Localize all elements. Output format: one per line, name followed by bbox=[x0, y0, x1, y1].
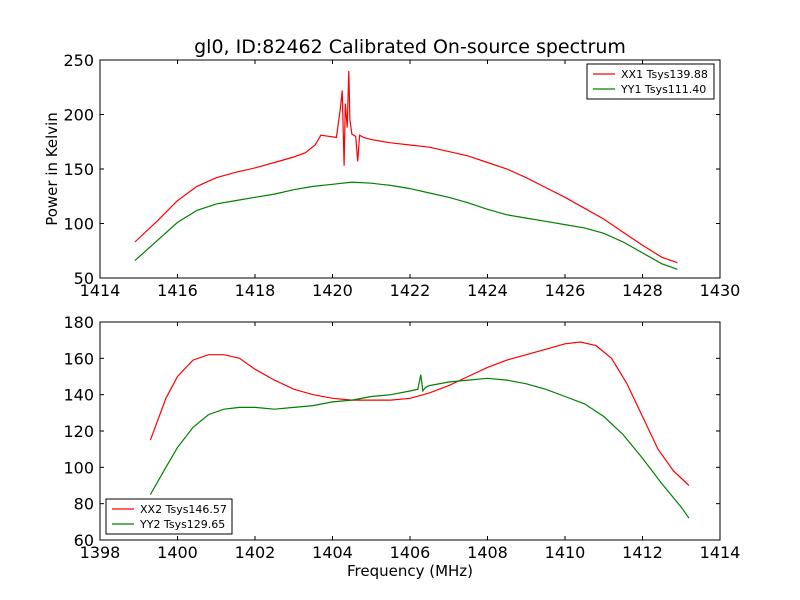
top-x-tick-label: 1414 bbox=[80, 281, 121, 300]
bottom-legend-box bbox=[105, 498, 233, 535]
bottom-panel-plot: 1398 1400 1402 1404 1406 1408 1410 1412 1414 60 80… bbox=[63, 313, 740, 562]
bottom-y-tick-label: 120 bbox=[63, 422, 94, 441]
top-x-tick-label: 1426 bbox=[545, 281, 586, 300]
top-x-tick-label: 1424 bbox=[467, 281, 508, 300]
bottom-series-yy-line bbox=[149, 374, 690, 519]
top-legend: XX1 Tsys139.88 YY1 Tsys111.40 bbox=[586, 63, 715, 100]
bottom-x-tick-label: 1402 bbox=[235, 543, 276, 562]
top-legend-box bbox=[586, 63, 715, 100]
bottom-legend-label: XX2 Tsys146.57 bbox=[140, 503, 227, 516]
top-legend-label: XX1 Tsys139.88 bbox=[621, 68, 708, 81]
top-y-tick-label: 100 bbox=[63, 215, 94, 234]
top-x-tick-label: 1418 bbox=[235, 281, 276, 300]
bottom-x-tick-label: 1412 bbox=[622, 543, 663, 562]
top-y-axis-label: Power in Kelvin bbox=[43, 112, 61, 226]
top-y-tick-label: 150 bbox=[63, 160, 94, 179]
bottom-x-tick-label: 1404 bbox=[312, 543, 353, 562]
bottom-x-axis-label: Frequency (MHz) bbox=[347, 562, 473, 580]
bottom-x-tick-label: 1406 bbox=[390, 543, 431, 562]
bottom-x-tick-label: 1410 bbox=[545, 543, 586, 562]
bottom-legend: XX2 Tsys146.57 YY2 Tsys129.65 bbox=[105, 498, 233, 535]
top-y-tick-label: 250 bbox=[63, 51, 94, 70]
bottom-y-tick-label: 80 bbox=[74, 495, 94, 514]
top-y-tick-label: 50 bbox=[74, 269, 94, 288]
top-x-tick-label: 1422 bbox=[390, 281, 431, 300]
top-series-yy-line bbox=[134, 181, 678, 270]
top-x-tick-label: 1420 bbox=[312, 281, 353, 300]
bottom-y-tick-label: 60 bbox=[74, 531, 94, 550]
bottom-x-tick-label: 1398 bbox=[80, 543, 121, 562]
top-series-xx-line bbox=[134, 70, 678, 264]
figure-title: gl0, ID:82462 Calibrated On-source spect… bbox=[194, 36, 626, 58]
bottom-y-tick-label: 160 bbox=[63, 349, 94, 368]
bottom-y-tick-label: 180 bbox=[63, 313, 94, 332]
bottom-x-tick-label: 1400 bbox=[157, 543, 198, 562]
bottom-series-xx-line bbox=[149, 341, 690, 486]
bottom-y-tick-label: 100 bbox=[63, 458, 94, 477]
bottom-y-tick-label: 140 bbox=[63, 386, 94, 405]
top-panel-plot: 1414 1416 1418 1420 1422 1424 1426 1428 1430 50 10… bbox=[63, 51, 740, 300]
top-x-tick-label: 1430 bbox=[700, 281, 741, 300]
top-y-tick-label: 200 bbox=[63, 106, 94, 125]
top-x-tick-label: 1416 bbox=[157, 281, 198, 300]
bottom-x-tick-label: 1408 bbox=[467, 543, 508, 562]
top-legend-label: YY1 Tsys111.40 bbox=[620, 83, 706, 96]
bottom-legend-label: YY2 Tsys129.65 bbox=[139, 518, 225, 531]
bottom-x-tick-label: 1414 bbox=[700, 543, 741, 562]
top-x-tick-label: 1428 bbox=[622, 281, 663, 300]
